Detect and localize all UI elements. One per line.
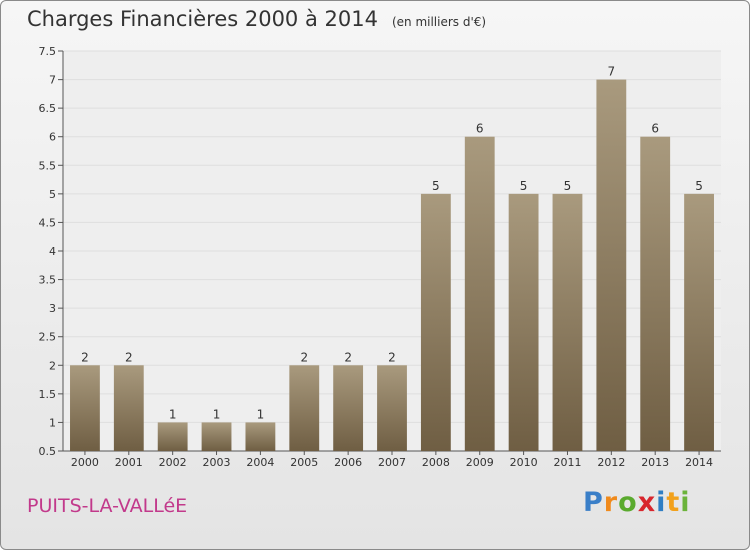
bar (508, 193, 539, 451)
brand-letter: o (618, 487, 638, 518)
bar (552, 193, 583, 451)
x-tick-label: 2011 (553, 456, 581, 469)
x-tick-label: 2002 (159, 456, 187, 469)
y-tick-label: 6.5 (39, 102, 57, 115)
x-tick-label: 2008 (422, 456, 450, 469)
bar (245, 422, 276, 451)
chart-title: Charges Financières 2000 à 2014 (27, 7, 378, 31)
chart-subtitle: (en milliers d'€) (391, 15, 487, 29)
y-tick-label: 1.5 (39, 388, 57, 401)
data-label: 5 (695, 179, 703, 193)
y-tick-label: 7 (49, 74, 56, 87)
y-tick-label: 2.5 (39, 331, 57, 344)
data-label: 2 (300, 350, 308, 364)
x-tick-label: 2014 (685, 456, 713, 469)
x-tick-label: 2006 (334, 456, 362, 469)
y-tick-label: 5.5 (39, 159, 57, 172)
bar (157, 422, 188, 451)
data-label: 2 (125, 350, 133, 364)
data-label: 7 (608, 65, 616, 79)
brand-letter: i (680, 487, 691, 518)
bar (420, 193, 451, 451)
bar (640, 136, 671, 451)
x-tick-label: 2007 (378, 456, 406, 469)
x-tick-label: 2010 (510, 456, 538, 469)
bar (596, 79, 627, 452)
data-label: 6 (651, 122, 659, 136)
x-tick-label: 2003 (203, 456, 231, 469)
x-tick-label: 2013 (641, 456, 669, 469)
data-label: 1 (169, 407, 177, 421)
brand-logo: Proxiti (583, 487, 691, 518)
y-tick-label: 6 (49, 131, 56, 144)
bar (333, 365, 364, 451)
x-tick-label: 2000 (71, 456, 99, 469)
chart-title-block: Charges Financières 2000 à 2014 (en milli… (27, 7, 486, 31)
brand-letter: P (583, 487, 604, 518)
brand-letter: t (666, 487, 681, 518)
data-label: 6 (476, 122, 484, 136)
y-tick-label: 3 (49, 302, 56, 315)
y-tick-label: 4.5 (39, 216, 57, 229)
data-label: 5 (432, 179, 440, 193)
y-tick-label: 0.5 (39, 445, 57, 458)
x-tick-label: 2012 (597, 456, 625, 469)
bar (464, 136, 495, 451)
x-tick-label: 2009 (466, 456, 494, 469)
place-name: PUITS-LA-VALLéE (27, 495, 188, 517)
y-tick-label: 5 (49, 188, 56, 201)
bar (113, 365, 144, 451)
y-tick-label: 2 (49, 359, 56, 372)
x-tick-label: 2001 (115, 456, 143, 469)
bar (70, 365, 100, 451)
y-tick-label: 4 (49, 245, 56, 258)
data-label: 2 (81, 350, 89, 364)
x-tick-label: 2005 (290, 456, 318, 469)
data-label: 5 (564, 179, 572, 193)
data-label: 2 (344, 350, 352, 364)
bar (201, 422, 232, 451)
bar (684, 193, 714, 451)
data-label: 2 (388, 350, 396, 364)
data-label: 1 (213, 407, 221, 421)
x-tick-label: 2004 (246, 456, 274, 469)
brand-letter: i (656, 487, 667, 518)
brand-letter: r (603, 487, 619, 518)
bar (377, 365, 407, 451)
data-label: 5 (520, 179, 528, 193)
y-tick-label: 1 (49, 416, 56, 429)
brand-letter: x (637, 487, 657, 518)
y-tick-label: 3.5 (39, 274, 57, 287)
data-label: 1 (257, 407, 265, 421)
bar (289, 365, 320, 451)
y-tick-label: 7.5 (39, 45, 57, 58)
